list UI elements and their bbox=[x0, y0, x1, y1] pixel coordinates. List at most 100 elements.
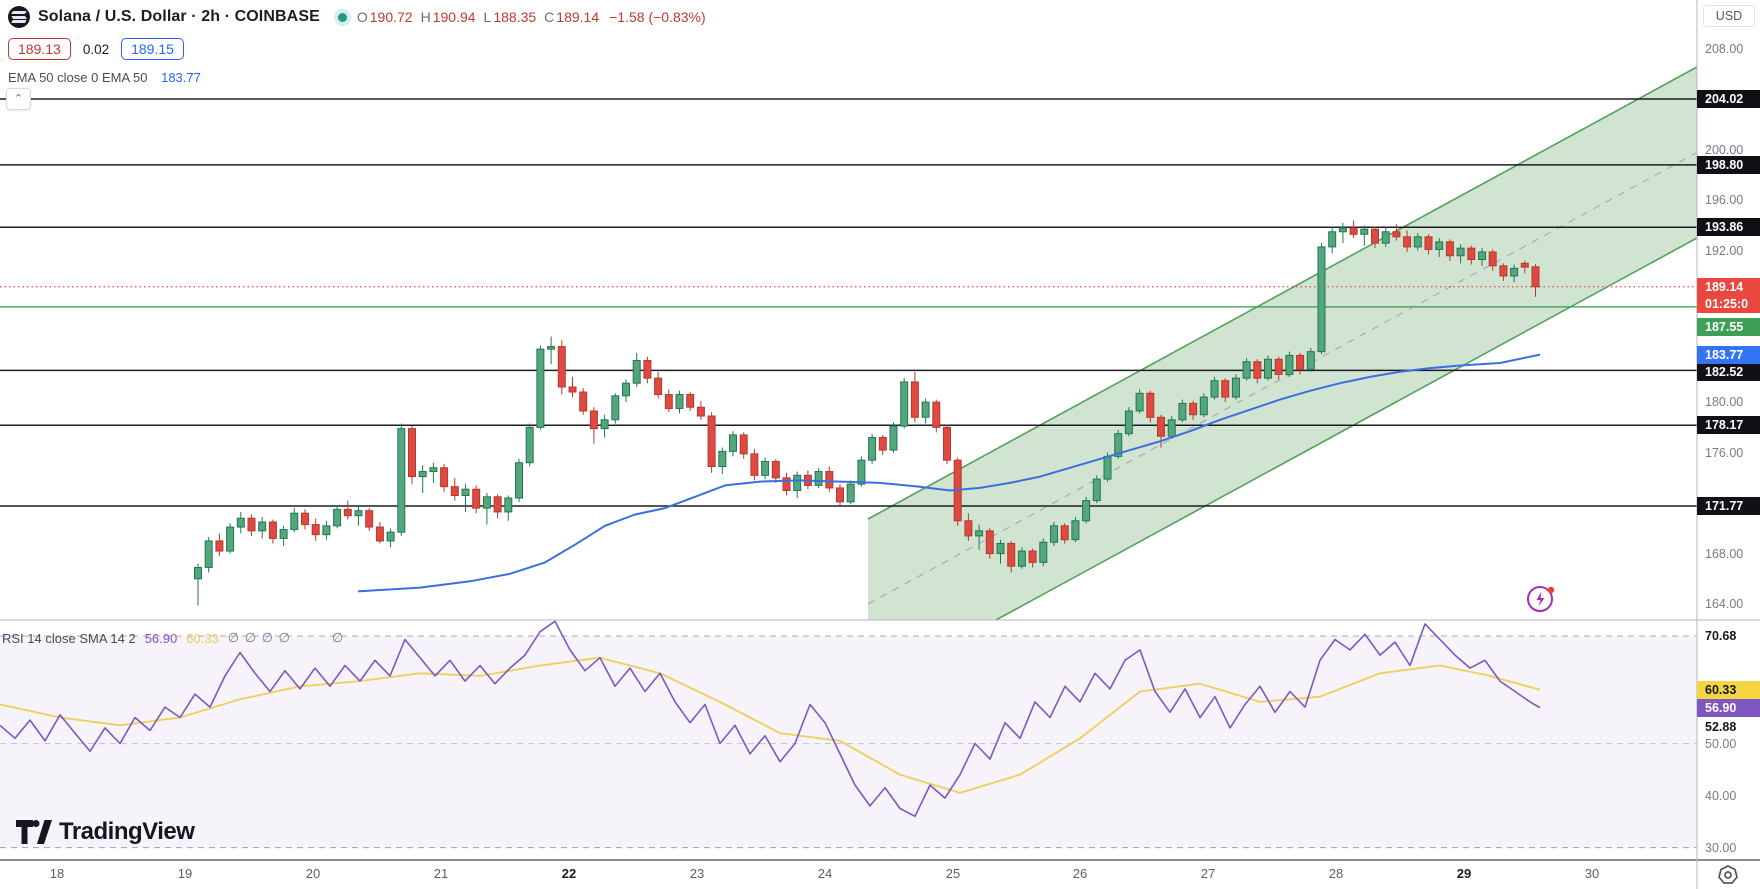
price-line-label: 204.02 bbox=[1697, 90, 1760, 108]
candle-body bbox=[729, 434, 737, 452]
time-tick-label: 23 bbox=[689, 866, 705, 881]
candle-body bbox=[258, 521, 267, 532]
candle-body bbox=[215, 540, 224, 552]
rsi-sma-line bbox=[0, 656, 1541, 794]
legend-collapse-button[interactable]: ⌃ bbox=[6, 88, 31, 110]
candle-body bbox=[1157, 416, 1165, 437]
candle-body bbox=[943, 426, 951, 461]
candle-body bbox=[333, 508, 342, 527]
open-value: O 190.72 bbox=[356, 9, 413, 25]
candle-body bbox=[1371, 228, 1379, 244]
candle-body bbox=[589, 410, 598, 430]
tradingview-logo[interactable]: TradingView bbox=[16, 818, 195, 846]
channel-upper-line bbox=[867, 66, 1697, 520]
candle-body bbox=[236, 517, 245, 528]
price-tick-label: 180.00 bbox=[1705, 395, 1744, 410]
rsi-legend[interactable]: RSI 14 close SMA 14 2 56.90 60.33 ∅ ∅ ∅ … bbox=[2, 630, 344, 646]
market-status-icon[interactable] bbox=[337, 12, 347, 22]
candle-body bbox=[718, 450, 727, 467]
time-tick-label: 28 bbox=[1328, 866, 1344, 881]
candle-body bbox=[1499, 265, 1508, 277]
candle-body bbox=[889, 425, 898, 451]
candle-body bbox=[1360, 228, 1369, 235]
currency-unit-button[interactable]: USD bbox=[1703, 5, 1755, 27]
candle-body bbox=[975, 530, 984, 537]
price-line-label: 171.77 bbox=[1697, 496, 1760, 515]
time-tick-label: 27 bbox=[1200, 866, 1216, 881]
candle-body bbox=[301, 512, 309, 526]
rsi-line bbox=[0, 620, 1541, 818]
candle-body bbox=[1381, 231, 1390, 244]
candle-body bbox=[204, 540, 213, 568]
price-line-label: 182.52 bbox=[1697, 363, 1760, 382]
candle-body bbox=[1071, 520, 1080, 541]
price-line-label: 193.86 bbox=[1697, 218, 1760, 237]
price-tick-label: 192.00 bbox=[1705, 243, 1744, 258]
flash-actions-icon[interactable] bbox=[1524, 582, 1558, 616]
candle-body bbox=[1478, 251, 1486, 261]
ema50-line bbox=[357, 353, 1541, 593]
candle-body bbox=[910, 381, 919, 418]
close-value: C 189.14 bbox=[544, 9, 600, 25]
candle-body bbox=[654, 377, 663, 396]
rsi-legend-title: RSI 14 close SMA 14 2 bbox=[2, 630, 136, 646]
low-value: L 188.35 bbox=[483, 9, 537, 25]
price-tick-label: 208.00 bbox=[1705, 41, 1744, 56]
ohlc-values: O 190.72 H 190.94 L 188.35 C 189.14 −1.58 (−… bbox=[357, 9, 706, 25]
time-tick-label: 18 bbox=[49, 866, 65, 881]
candle-body bbox=[1456, 247, 1465, 257]
candle-body bbox=[771, 460, 780, 479]
axis-settings-icon[interactable] bbox=[1712, 864, 1744, 886]
candle-body bbox=[450, 486, 459, 497]
candle-body bbox=[632, 359, 641, 384]
candle-body bbox=[1231, 377, 1240, 398]
countdown-label: 01:25:0 bbox=[1697, 294, 1760, 313]
candle-body bbox=[782, 477, 791, 491]
candle-body bbox=[365, 510, 374, 528]
candle-body bbox=[857, 459, 866, 485]
rsi-sma-value-label: 60.33 bbox=[1697, 680, 1760, 699]
candle-body bbox=[1178, 402, 1187, 421]
ema-legend-value: 183.77 bbox=[161, 70, 201, 85]
candle-body bbox=[1007, 542, 1016, 567]
ema-legend[interactable]: EMA 50 close 0 EMA 50 183.77 bbox=[8, 70, 706, 85]
candle-body bbox=[1424, 236, 1433, 250]
candle-body bbox=[226, 526, 235, 552]
time-tick-label: 26 bbox=[1072, 866, 1088, 881]
candle-body bbox=[1210, 380, 1219, 398]
candle-body bbox=[461, 488, 470, 497]
candle-body bbox=[557, 346, 566, 388]
time-tick-label: 30 bbox=[1584, 866, 1600, 881]
symbol-row: Solana / U.S. Dollar · 2h · COINBASE O 19… bbox=[8, 4, 706, 30]
candle-body bbox=[322, 525, 331, 536]
candle-body bbox=[1060, 525, 1069, 541]
candle-body bbox=[525, 426, 534, 464]
ema-legend-title: EMA 50 close 0 EMA 50 bbox=[8, 70, 148, 85]
candle-body bbox=[290, 512, 299, 531]
candle-body bbox=[964, 520, 973, 537]
candle-body bbox=[1199, 396, 1208, 416]
candle-body bbox=[1274, 358, 1283, 375]
price-line-label: 178.17 bbox=[1697, 416, 1760, 435]
candle-body bbox=[1338, 227, 1347, 233]
candle-body bbox=[386, 531, 395, 542]
candle-body bbox=[493, 496, 502, 513]
candle-body bbox=[579, 391, 588, 412]
symbol-title[interactable]: Solana / U.S. Dollar · 2h · COINBASE bbox=[38, 8, 320, 25]
last-price-label: 189.14 bbox=[1697, 277, 1760, 296]
candle-body bbox=[622, 382, 630, 397]
rsi-hline-label: 70.68 bbox=[1705, 629, 1737, 643]
candle-body bbox=[675, 394, 684, 409]
candle-body bbox=[354, 510, 363, 517]
candle-body bbox=[1189, 402, 1198, 416]
sell-bid-button[interactable]: 189.13 bbox=[8, 38, 71, 60]
buy-ask-button[interactable]: 189.15 bbox=[121, 38, 184, 60]
tradingview-logo-icon bbox=[16, 820, 52, 844]
candle-body bbox=[1285, 354, 1294, 375]
rsi-tick-label: 50.00 bbox=[1705, 736, 1737, 751]
candle-body bbox=[1403, 236, 1412, 248]
candle-body bbox=[696, 406, 705, 417]
channel-lower-line bbox=[995, 237, 1697, 620]
candle-body bbox=[1317, 246, 1326, 353]
